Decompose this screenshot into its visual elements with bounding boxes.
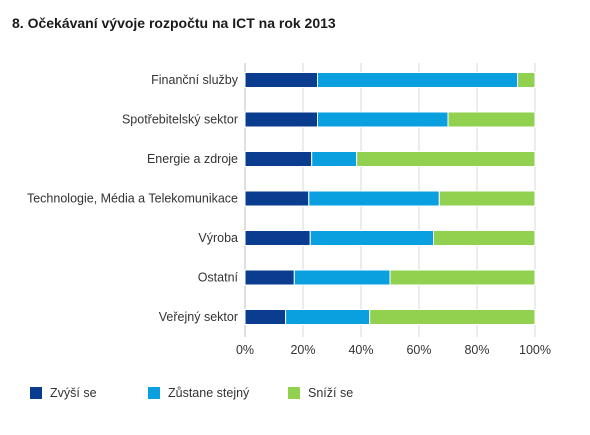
legend-swatch-decrease: [288, 387, 300, 399]
bar-segment: [308, 190, 440, 207]
x-tick-label: 0%: [236, 343, 254, 357]
category-label: Veřejný sektor: [159, 310, 238, 324]
bar-segment: [244, 111, 318, 128]
legend-label-increase: Zvýší se: [50, 386, 97, 400]
bar-segment: [285, 309, 371, 325]
stacked-bar-chart: Finanční služby Spotřebitelský sektor Ener…: [27, 63, 551, 357]
x-tick-label: 80%: [464, 343, 489, 357]
category-label: Výroba: [198, 231, 238, 245]
bar-segment: [309, 230, 434, 246]
bar-segment: [244, 151, 313, 167]
bar-segment: [369, 309, 536, 325]
bar-segment: [244, 269, 295, 286]
bar-segment: [244, 72, 318, 88]
bars: [244, 72, 536, 325]
category-label: Finanční služby: [151, 73, 239, 87]
legend-swatch-same: [148, 387, 160, 399]
x-tick-label: 20%: [290, 343, 315, 357]
category-label: Technologie, Média a Telekomunikace: [27, 192, 238, 206]
bar-segment: [317, 72, 519, 88]
bar-segment: [317, 111, 449, 128]
bar-segment: [244, 230, 311, 246]
x-tick-label: 40%: [348, 343, 373, 357]
bar-segment: [447, 111, 536, 128]
legend: Zvýší se Zůstane stejný Sníží se: [30, 386, 353, 400]
category-label: Ostatní: [198, 271, 239, 285]
legend-item-same: Zůstane stejný: [148, 386, 288, 400]
legend-label-same: Zůstane stejný: [168, 386, 250, 400]
bar-segment: [438, 190, 536, 207]
bar-segment: [356, 151, 536, 167]
chart-title: 8. Očekávaní vývoje rozpočtu na ICT na r…: [12, 15, 336, 31]
category-labels: Finanční služby Spotřebitelský sektor Ener…: [27, 73, 239, 324]
legend-label-decrease: Sníží se: [308, 386, 354, 400]
bar-segment: [244, 309, 287, 325]
bar-segment: [244, 190, 310, 207]
x-tick-labels: 0% 20% 40% 60% 80% 100%: [236, 343, 551, 357]
bar-segment: [517, 72, 536, 88]
bar-segment: [389, 269, 536, 286]
bar-segment: [433, 230, 536, 246]
bar-segment: [311, 151, 358, 167]
category-label: Spotřebitelský sektor: [122, 113, 238, 127]
legend-swatch-increase: [30, 387, 42, 399]
legend-item-increase: Zvýší se: [30, 386, 148, 400]
legend-item-decrease: Sníží se: [288, 386, 353, 400]
category-label: Energie a zdroje: [147, 152, 238, 166]
bar-segment: [293, 269, 391, 286]
x-tick-label: 100%: [519, 343, 551, 357]
x-tick-label: 60%: [406, 343, 431, 357]
